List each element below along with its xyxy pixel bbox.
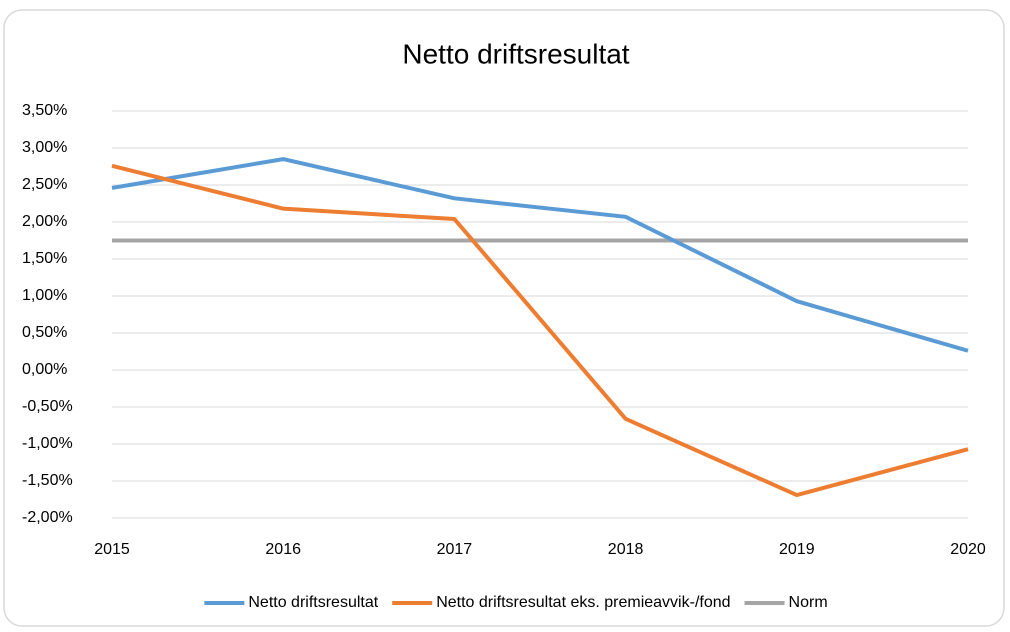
chart-title: Netto driftsresultat [402, 38, 629, 69]
y-tick-label: -1,50% [22, 472, 73, 489]
x-tick-label: 2019 [779, 541, 815, 558]
y-tick-label: -1,00% [22, 435, 73, 452]
y-tick-label: 3,50% [22, 102, 67, 119]
series-line [111, 157, 969, 353]
y-tick-label: 2,50% [22, 176, 67, 193]
y-tick-label: 2,00% [22, 213, 67, 230]
legend-label: Netto driftsresultat eks. premieavvik-/f… [436, 594, 730, 611]
y-tick-label: 3,00% [22, 139, 67, 156]
y-tick-label: -2,00% [22, 509, 73, 526]
y-tick-label: -0,50% [22, 398, 73, 415]
y-tick-label: 1,50% [22, 250, 67, 267]
x-tick-label: 2018 [608, 541, 644, 558]
legend-label: Netto driftsresultat [248, 594, 378, 611]
x-tick-label: 2015 [94, 541, 130, 558]
x-tick-label: 2017 [437, 541, 473, 558]
y-tick-label: 1,00% [22, 287, 67, 304]
series-line [111, 163, 969, 498]
x-tick-label: 2020 [950, 541, 986, 558]
legend-label: Norm [789, 594, 828, 611]
y-tick-label: 0,00% [22, 361, 67, 378]
y-tick-label: 0,50% [22, 324, 67, 341]
x-tick-label: 2016 [265, 541, 301, 558]
